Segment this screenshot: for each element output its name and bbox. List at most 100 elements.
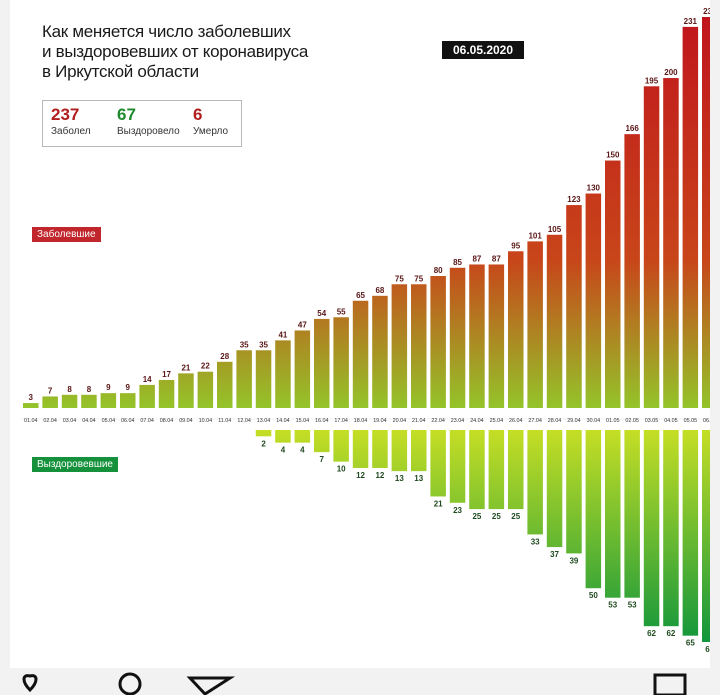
data-label-infected: 95 [511, 241, 520, 250]
data-label-recovered: 25 [492, 512, 501, 521]
bar-infected [430, 276, 446, 408]
bar-recovered [275, 430, 291, 443]
bar-recovered [469, 430, 485, 510]
stat-recovered-label: Выздоровело [117, 126, 180, 137]
data-label-infected: 200 [664, 68, 678, 77]
bar-infected [42, 396, 58, 408]
data-label-infected: 8 [67, 385, 72, 394]
bar-infected [178, 373, 194, 408]
data-label-infected: 7 [48, 386, 53, 395]
date-badge: 06.05.2020 [442, 41, 524, 59]
bar-infected [294, 330, 311, 408]
bar-infected [217, 361, 233, 408]
data-label-infected: 130 [587, 184, 601, 193]
data-label-recovered: 13 [414, 474, 423, 483]
data-label-infected: 35 [240, 340, 249, 349]
bar-infected [352, 300, 369, 408]
data-label-infected: 80 [434, 266, 443, 275]
data-label-recovered: 4 [281, 446, 286, 455]
x-tick-label: 30.04 [587, 418, 601, 424]
x-tick-label: 18.04 [354, 418, 368, 424]
data-label-infected: 87 [472, 254, 481, 263]
infographic-card: Как меняется число заболевших и выздоров… [10, 0, 710, 668]
bar-infected [333, 317, 349, 408]
stat-died-label: Умерло [193, 126, 229, 137]
data-label-recovered: 4 [300, 446, 305, 455]
bar-recovered [294, 430, 311, 443]
bar-recovered [372, 430, 388, 468]
data-label-infected: 150 [606, 151, 620, 160]
heart-icon[interactable] [22, 674, 38, 693]
bar-infected [624, 134, 640, 409]
data-label-infected: 105 [548, 225, 562, 234]
data-label-recovered: 39 [569, 556, 578, 565]
data-label-infected: 21 [181, 363, 190, 372]
bar-infected [682, 26, 699, 408]
x-tick-label: 28.04 [548, 418, 562, 424]
data-label-infected: 3 [29, 393, 34, 402]
stat-recovered: 67 Выздоровело [117, 105, 180, 139]
data-label-recovered: 10 [337, 465, 346, 474]
bar-recovered [527, 430, 543, 535]
data-label-infected: 54 [317, 309, 326, 318]
bar-infected [275, 340, 291, 408]
x-tick-label: 29.04 [567, 418, 581, 424]
bar-infected [236, 350, 252, 408]
bar-chart: 3 01.04 7 02.04 8 03.04 8 04.04 9 05.04 9 06.04 14 07… [21, 7, 710, 654]
x-tick-label: 17.04 [334, 418, 348, 424]
x-tick-label: 06.05 [703, 418, 710, 424]
bar-recovered [605, 430, 621, 598]
x-tick-label: 22.04 [431, 418, 445, 424]
bar-recovered [682, 430, 699, 636]
x-tick-label: 04.04 [82, 418, 96, 424]
data-label-infected: 87 [492, 254, 501, 263]
x-tick-label: 08.04 [160, 418, 174, 424]
comment-icon[interactable] [118, 672, 142, 695]
bar-recovered [546, 430, 563, 548]
bar-recovered [585, 430, 602, 589]
data-label-infected: 9 [126, 383, 131, 392]
bar-infected [139, 384, 155, 408]
data-label-infected: 8 [87, 385, 92, 394]
bookmark-icon[interactable] [653, 673, 687, 695]
x-tick-label: 03.05 [645, 418, 659, 424]
bar-infected [643, 86, 660, 408]
stat-infected-label: Заболел [51, 126, 91, 137]
x-tick-label: 27.04 [528, 418, 542, 424]
bar-infected [197, 371, 214, 408]
bar-recovered [449, 430, 466, 503]
bar-infected [449, 267, 466, 408]
bar-recovered [643, 430, 660, 627]
data-label-recovered: 53 [628, 601, 637, 610]
data-label-recovered: 7 [320, 455, 325, 464]
stat-died: 6 Умерло [193, 105, 228, 139]
data-label-recovered: 65 [686, 639, 695, 648]
data-label-recovered: 12 [375, 471, 384, 480]
bar-recovered [566, 430, 582, 554]
share-icon[interactable] [186, 676, 236, 695]
bar-infected [100, 393, 117, 408]
bar-recovered [391, 430, 408, 472]
bar-infected [158, 379, 175, 408]
data-label-recovered: 13 [395, 474, 404, 483]
data-label-infected: 47 [298, 320, 307, 329]
x-tick-label: 05.05 [684, 418, 698, 424]
bar-infected [508, 251, 524, 408]
data-label-infected: 28 [220, 352, 229, 361]
bar-recovered [430, 430, 446, 497]
x-tick-label: 14.04 [276, 418, 290, 424]
data-label-infected: 14 [143, 375, 152, 384]
bar-recovered [663, 430, 679, 627]
data-label-infected: 195 [645, 76, 659, 85]
x-tick-label: 21.04 [412, 418, 426, 424]
stat-infected: 237 Заболел [51, 105, 91, 139]
chart-title: Как меняется число заболевших и выздоров… [42, 22, 342, 82]
bar-infected [663, 78, 679, 409]
data-label-recovered: 12 [356, 471, 365, 480]
data-label-recovered: 23 [453, 506, 462, 515]
data-label-recovered: 53 [608, 601, 617, 610]
bar-recovered [314, 430, 330, 453]
data-label-infected: 41 [278, 330, 287, 339]
data-label-recovered: 25 [472, 512, 481, 521]
bar-infected [546, 234, 563, 408]
